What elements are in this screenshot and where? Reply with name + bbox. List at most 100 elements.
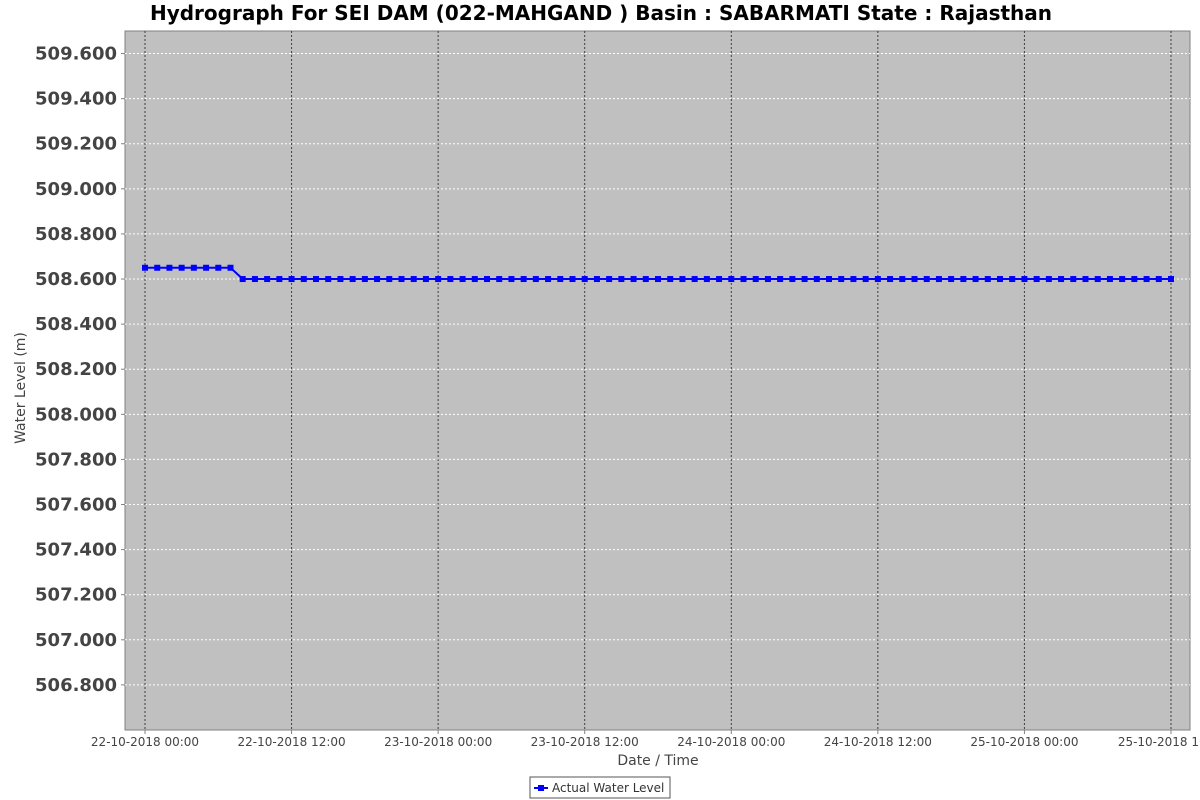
data-point <box>459 276 466 283</box>
data-point <box>728 276 735 283</box>
data-point <box>508 276 515 283</box>
data-point <box>1009 276 1016 283</box>
y-tick-label: 506.800 <box>35 675 117 696</box>
data-point <box>630 276 637 283</box>
data-point <box>789 276 796 283</box>
data-point <box>142 264 148 271</box>
data-point <box>313 276 319 283</box>
data-point <box>752 276 759 283</box>
data-point <box>386 276 393 283</box>
legend-marker <box>538 785 544 791</box>
data-point <box>264 276 271 283</box>
data-point <box>948 276 955 283</box>
data-point <box>496 276 503 283</box>
data-point <box>435 276 442 283</box>
y-tick-label: 507.200 <box>35 585 117 606</box>
data-point <box>166 264 173 271</box>
x-tick-label: 24-10-2018 00:00 <box>677 735 785 749</box>
data-point <box>997 276 1003 283</box>
data-point <box>422 276 429 283</box>
data-point <box>1045 276 1052 283</box>
data-point <box>349 276 356 283</box>
data-point <box>655 276 661 283</box>
data-point <box>1168 276 1174 283</box>
data-point <box>618 276 625 283</box>
data-point <box>1082 276 1089 283</box>
data-point <box>1155 276 1162 283</box>
data-point <box>642 276 649 283</box>
y-tick-label: 507.000 <box>35 630 117 651</box>
data-point <box>532 276 539 283</box>
y-tick-label: 509.600 <box>35 44 117 65</box>
data-point <box>203 264 210 271</box>
data-point <box>667 276 674 283</box>
data-point <box>801 276 808 283</box>
data-point <box>606 276 613 283</box>
chart-title: Hydrograph For SEI DAM (022-MAHGAND ) Ba… <box>150 1 1052 25</box>
data-point <box>398 276 405 283</box>
data-point <box>764 276 771 283</box>
data-point <box>1131 276 1138 283</box>
data-point <box>557 276 564 283</box>
y-axis-ticks: 509.600 509.400 509.200 509.000 508.800 508.6… <box>35 44 125 696</box>
data-point <box>777 276 784 283</box>
data-point <box>239 276 246 283</box>
y-tick-label: 508.600 <box>35 269 117 290</box>
y-tick-label: 509.200 <box>35 134 117 155</box>
data-point <box>593 276 600 283</box>
data-point <box>337 276 344 283</box>
y-tick-label: 508.000 <box>35 404 117 425</box>
y-tick-label: 508.200 <box>35 359 117 380</box>
x-tick-label: 24-10-2018 12:00 <box>824 735 932 749</box>
data-point <box>288 276 295 283</box>
data-point <box>826 276 832 283</box>
data-point <box>520 276 527 283</box>
data-point <box>251 276 258 283</box>
data-point <box>300 276 307 283</box>
data-point <box>899 276 906 283</box>
data-point <box>178 264 185 271</box>
data-point <box>1070 276 1077 283</box>
y-tick-label: 509.000 <box>35 179 117 200</box>
data-point <box>569 276 576 283</box>
data-point <box>972 276 979 283</box>
data-point <box>1033 276 1040 283</box>
x-tick-label: 23-10-2018 00:00 <box>384 735 492 749</box>
data-point <box>679 276 686 283</box>
data-point <box>813 276 820 283</box>
data-point <box>545 276 552 283</box>
y-tick-label: 508.400 <box>35 314 117 335</box>
data-point <box>691 276 698 283</box>
legend-label: Actual Water Level <box>552 781 664 795</box>
data-point <box>984 276 991 283</box>
data-point <box>447 276 454 283</box>
y-tick-label: 507.800 <box>35 449 117 470</box>
data-point <box>190 264 197 271</box>
data-point <box>1021 276 1028 283</box>
data-point <box>374 276 381 283</box>
data-point <box>716 276 723 283</box>
plot-area <box>124 30 1191 731</box>
x-axis-label: Date / Time <box>617 753 698 769</box>
data-point <box>484 276 490 283</box>
data-point <box>1058 276 1065 283</box>
legend: Actual Water Level <box>529 776 671 799</box>
data-point <box>581 276 588 283</box>
data-point <box>960 276 967 283</box>
data-point <box>1143 276 1150 283</box>
data-point <box>935 276 942 283</box>
data-point <box>276 276 283 283</box>
y-axis-label: Water Level (m) <box>13 332 29 444</box>
x-tick-label: 23-10-2018 12:00 <box>531 735 639 749</box>
data-point <box>850 276 857 283</box>
x-tick-label: 22-10-2018 12:00 <box>238 735 346 749</box>
grid-lines <box>125 31 1190 730</box>
x-tick-label: 22-10-2018 00:00 <box>91 735 199 749</box>
data-point <box>862 276 869 283</box>
y-tick-label: 509.400 <box>35 89 117 110</box>
data-point <box>911 276 918 283</box>
y-tick-label: 508.800 <box>35 224 117 245</box>
y-tick-label: 507.400 <box>35 540 117 561</box>
data-point <box>923 276 930 283</box>
